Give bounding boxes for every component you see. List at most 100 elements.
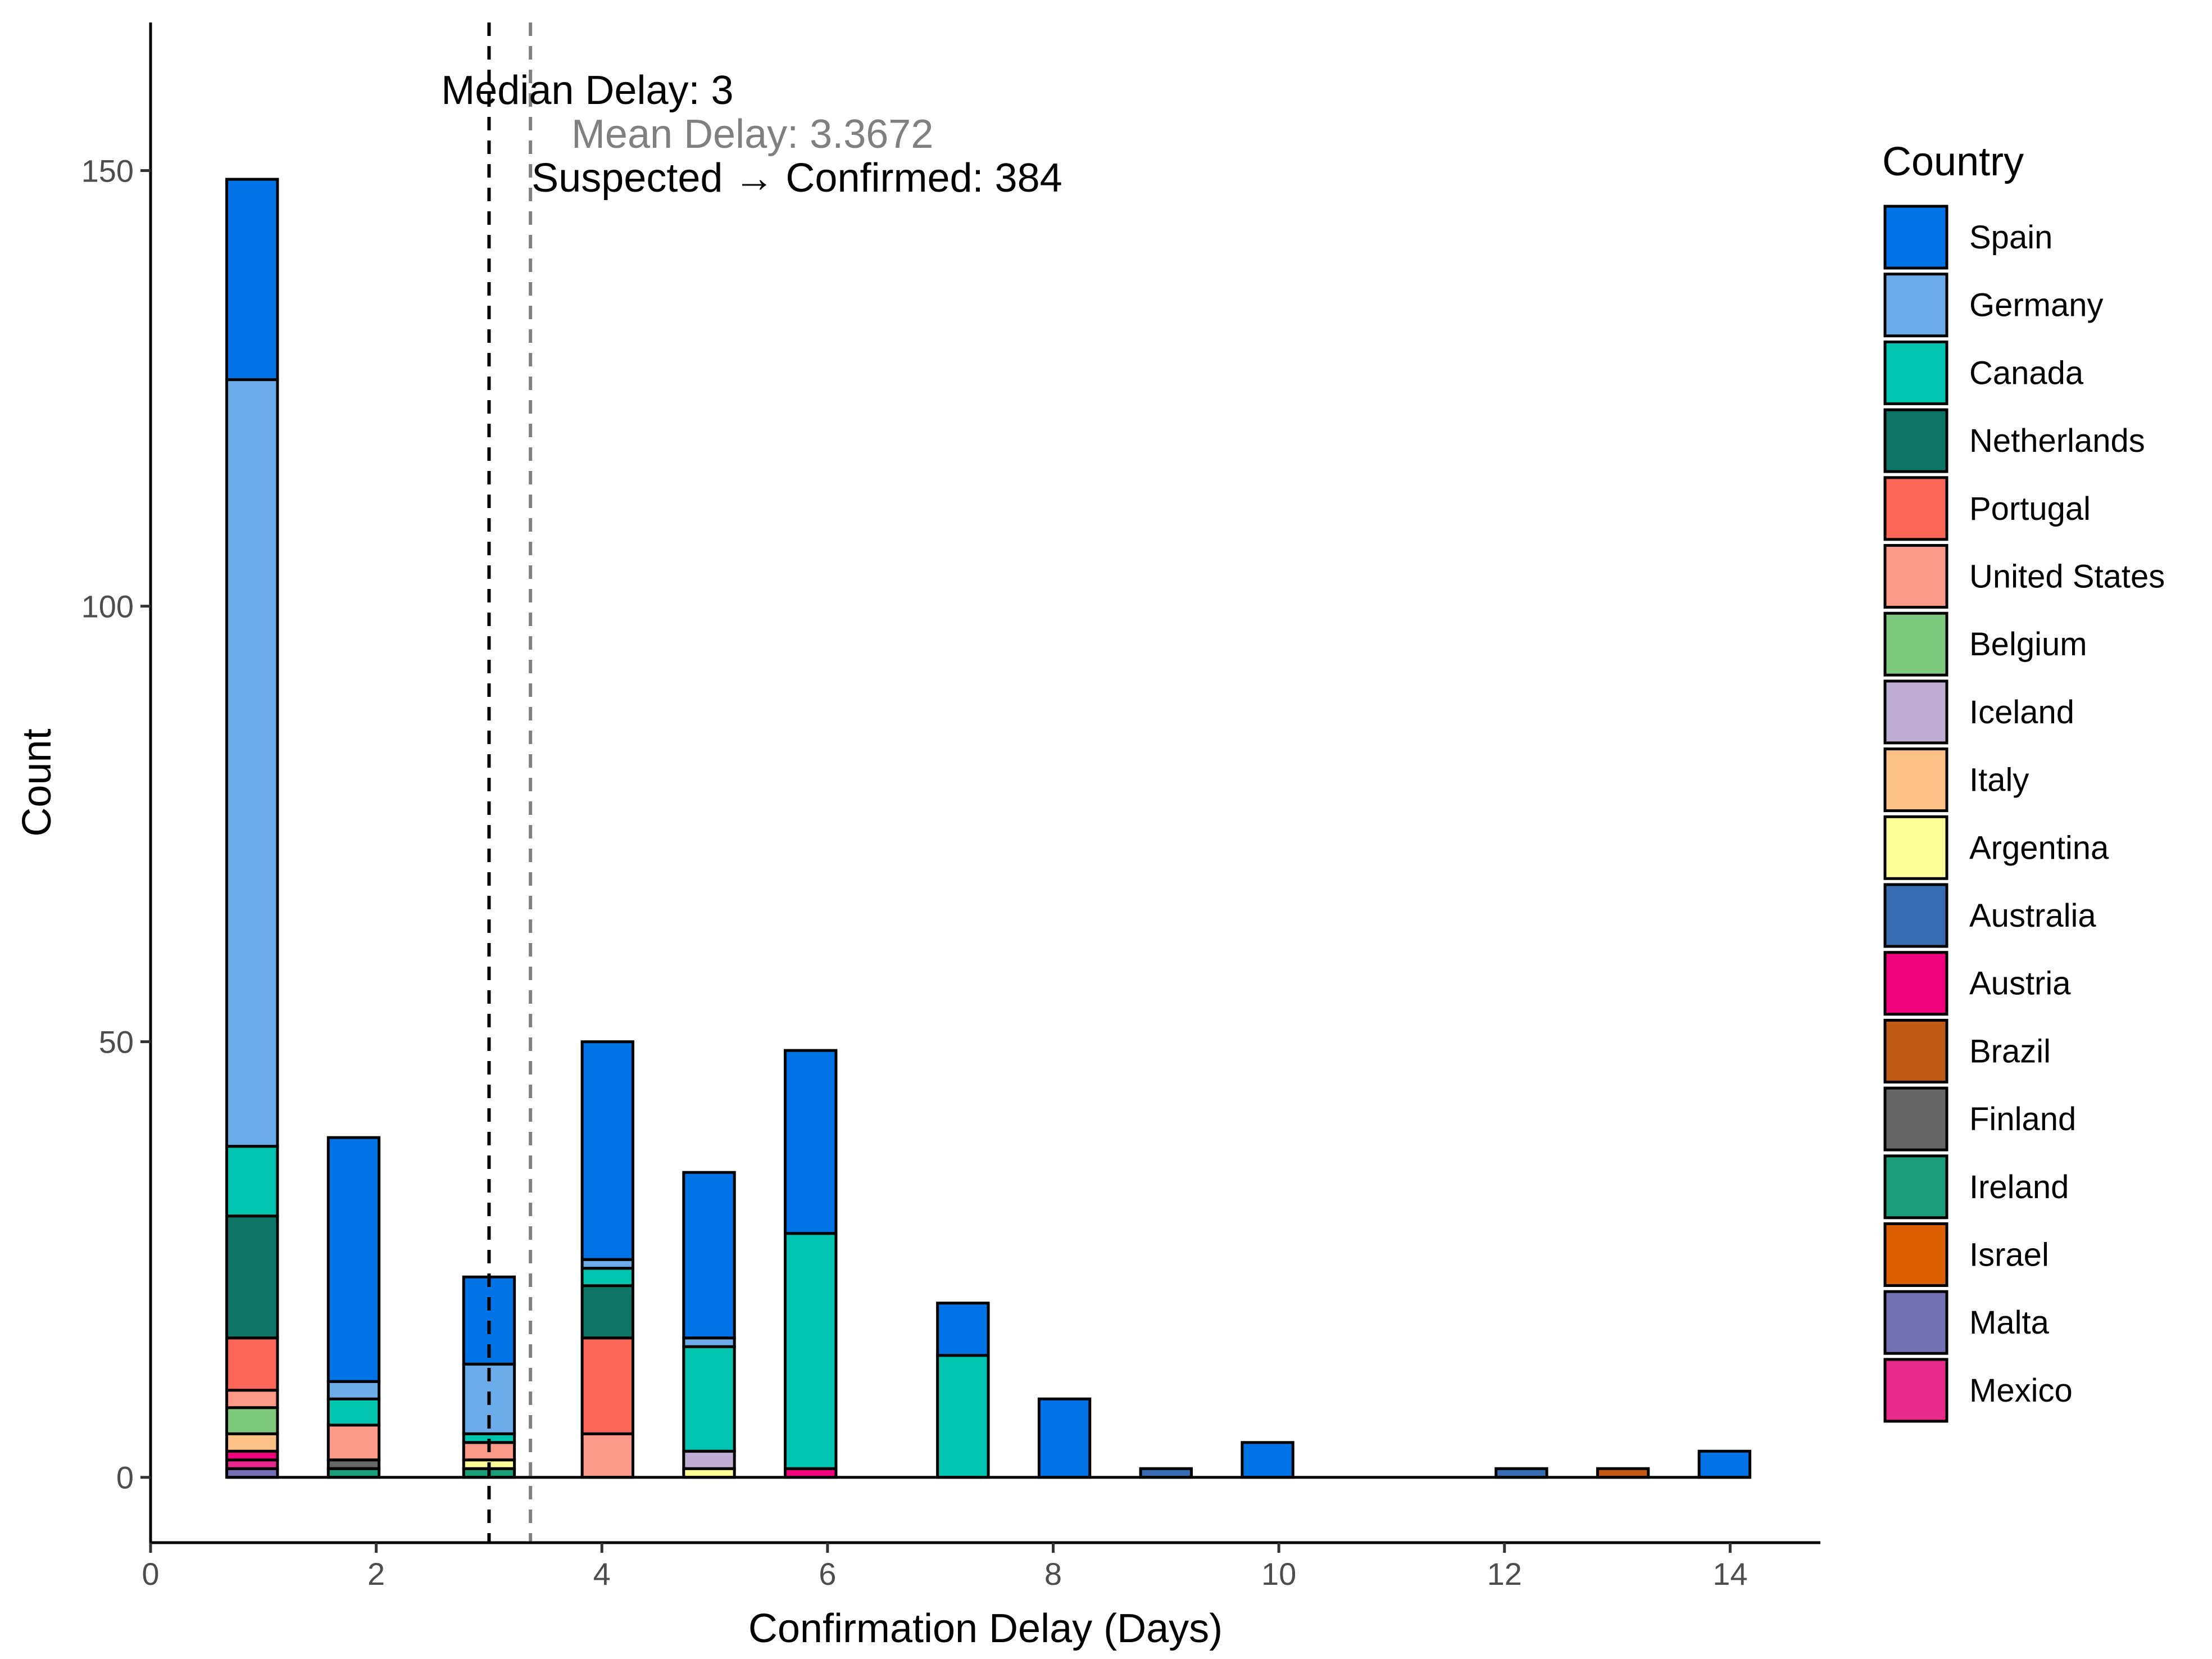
legend-label: Netherlands bbox=[1969, 423, 2145, 459]
bar-segment-belgium bbox=[225, 1406, 279, 1435]
legend-title: Country bbox=[1882, 139, 2024, 184]
legend-label: Australia bbox=[1969, 898, 2096, 934]
legend-entry-ireland: Ireland bbox=[1883, 1154, 2069, 1220]
legend-label: Israel bbox=[1969, 1237, 2049, 1273]
legend-key bbox=[1883, 951, 1948, 1016]
legend-entry-germany: Germany bbox=[1883, 273, 2104, 338]
bar-stack bbox=[682, 1171, 736, 1479]
bar-stack bbox=[936, 1302, 990, 1479]
x-tick-label: 8 bbox=[1044, 1556, 1062, 1592]
bar-segment-canada bbox=[936, 1354, 990, 1479]
y-tick-label: 50 bbox=[99, 1025, 134, 1060]
bar-segment-canada bbox=[682, 1345, 736, 1453]
legend-key bbox=[1883, 544, 1948, 609]
y-tick-label: 150 bbox=[81, 153, 134, 189]
legend-entry-israel: Israel bbox=[1883, 1222, 2049, 1287]
legend-entry-malta: Malta bbox=[1883, 1290, 2050, 1355]
bar-segment-spain bbox=[784, 1049, 838, 1235]
bar-segment-germany bbox=[225, 378, 279, 1148]
legend-key bbox=[1883, 883, 1948, 948]
bar-segment-portugal bbox=[225, 1336, 279, 1392]
legend-entry-austria: Austria bbox=[1883, 951, 2071, 1016]
legend-label: Canada bbox=[1969, 355, 2084, 391]
legend-key bbox=[1883, 1018, 1948, 1084]
reference-lines bbox=[487, 22, 533, 1543]
x-tick-label: 6 bbox=[819, 1556, 836, 1592]
bar-segment-germany bbox=[326, 1380, 381, 1400]
x-tick-label: 4 bbox=[593, 1556, 611, 1592]
bar-segment-spain bbox=[1697, 1449, 1751, 1479]
bar-stack bbox=[1241, 1441, 1295, 1479]
bar-segment-spain bbox=[225, 178, 279, 382]
y-axis-label: Count bbox=[15, 728, 60, 836]
bar-stack bbox=[326, 1136, 381, 1479]
legend-entry-netherlands: Netherlands bbox=[1883, 408, 2145, 473]
legend-key bbox=[1883, 679, 1948, 745]
legend-entry-portugal: Portugal bbox=[1883, 476, 2091, 541]
legend-label: Iceland bbox=[1969, 694, 2074, 731]
legend-label: Italy bbox=[1969, 762, 2029, 799]
bar-segment-spain bbox=[1037, 1397, 1092, 1479]
x-tick-label: 0 bbox=[142, 1556, 159, 1592]
legend-key bbox=[1883, 1154, 1948, 1220]
axes bbox=[149, 22, 1820, 1544]
legend-key bbox=[1883, 340, 1948, 405]
legend-label: Malta bbox=[1969, 1304, 2050, 1341]
bar-stack bbox=[1037, 1397, 1092, 1479]
legend-label: Argentina bbox=[1969, 830, 2109, 866]
legend-label: Portugal bbox=[1969, 491, 2091, 527]
legend-key bbox=[1883, 205, 1948, 270]
legend-key bbox=[1883, 611, 1948, 677]
y-axis-ticks: 0 50 100 150 bbox=[81, 153, 151, 1495]
legend-key bbox=[1883, 1222, 1948, 1287]
legend-entry-united-states: United States bbox=[1883, 544, 2165, 609]
bar-segment-canada bbox=[784, 1232, 838, 1470]
legend-key bbox=[1883, 747, 1948, 813]
legend-entry-belgium: Belgium bbox=[1883, 611, 2087, 677]
bar-stack bbox=[580, 1040, 634, 1479]
legend-key bbox=[1883, 476, 1948, 541]
bar-segment-netherlands bbox=[225, 1214, 279, 1340]
legend-entry-spain: Spain bbox=[1883, 205, 2052, 270]
bar-stack bbox=[1697, 1449, 1751, 1479]
bar-segment-canada bbox=[225, 1145, 279, 1218]
bar-stack bbox=[225, 178, 279, 1479]
legend-entry-canada: Canada bbox=[1883, 340, 2084, 405]
bar-segment-united-states bbox=[580, 1432, 634, 1479]
bar-segment-spain bbox=[326, 1136, 381, 1383]
x-tick-label: 12 bbox=[1487, 1556, 1522, 1592]
bar-segment-netherlands bbox=[580, 1284, 634, 1340]
legend-label: Ireland bbox=[1969, 1169, 2069, 1205]
legend-key bbox=[1883, 408, 1948, 473]
bar-segment-canada bbox=[580, 1267, 634, 1288]
x-tick-label: 10 bbox=[1261, 1556, 1296, 1592]
annotation-median-delay: Median Delay: 3 bbox=[441, 68, 733, 113]
bar-segment-spain bbox=[580, 1040, 634, 1261]
bar-segment-spain bbox=[682, 1171, 736, 1340]
legend-entry-iceland: Iceland bbox=[1883, 679, 2074, 745]
bar-segment-portugal bbox=[580, 1336, 634, 1435]
legend-entry-finland: Finland bbox=[1883, 1086, 2076, 1152]
legend-label: Belgium bbox=[1969, 626, 2087, 663]
bar-segment-italy bbox=[225, 1432, 279, 1453]
legend-label: Spain bbox=[1969, 219, 2052, 256]
legend-entry-mexico: Mexico bbox=[1883, 1358, 2073, 1423]
legend-key bbox=[1883, 273, 1948, 338]
legend-key bbox=[1883, 815, 1948, 880]
y-tick-label: 0 bbox=[116, 1460, 134, 1495]
bar-segment-spain bbox=[936, 1302, 990, 1357]
legend-label: Germany bbox=[1969, 287, 2104, 324]
annotation-suspected-confirmed: Suspected → Confirmed: 384 bbox=[532, 156, 1062, 201]
x-axis-ticks: 0 2 4 6 8 10 12 14 bbox=[142, 1543, 1747, 1592]
legend-label: Brazil bbox=[1969, 1033, 2051, 1069]
bar-segment-united-states bbox=[225, 1389, 279, 1409]
legend-entry-australia: Australia bbox=[1883, 883, 2096, 948]
x-tick-label: 14 bbox=[1713, 1556, 1747, 1592]
legend-label: Mexico bbox=[1969, 1372, 2073, 1409]
y-tick-label: 100 bbox=[81, 589, 134, 624]
bar-segment-united-states bbox=[326, 1424, 381, 1462]
bar-segment-spain bbox=[1241, 1441, 1295, 1479]
legend-key bbox=[1883, 1290, 1948, 1355]
bar-stack bbox=[784, 1049, 838, 1479]
legend-label: United States bbox=[1969, 559, 2165, 595]
